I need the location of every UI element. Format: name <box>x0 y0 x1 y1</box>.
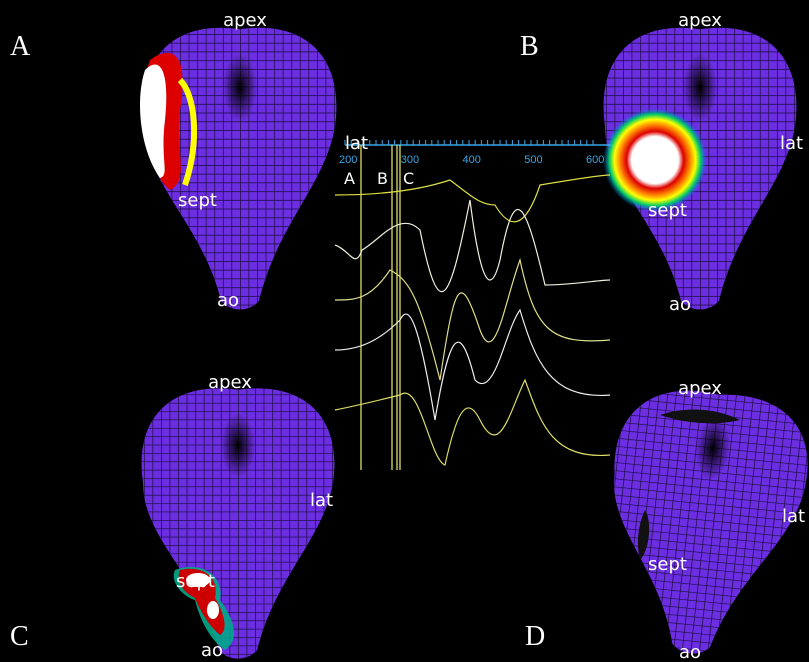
tick-label: 400 <box>463 154 481 166</box>
marker-label: B <box>377 169 388 188</box>
ao-label: ao <box>679 642 701 662</box>
sept-label: sept <box>648 200 687 221</box>
marker-label: A <box>344 169 355 188</box>
ao-label: ao <box>201 640 223 661</box>
lat-label: lat <box>345 133 368 154</box>
ao-label: ao <box>217 290 239 311</box>
lat-label: lat <box>782 506 805 527</box>
sept-label: sept <box>178 190 217 211</box>
apex-label: apex <box>223 10 267 31</box>
sept-label: sept <box>648 554 687 575</box>
tick-label: 500 <box>524 154 542 166</box>
figure: 200 300 400 500 600 A apex lat sept ao B ape… <box>0 0 809 662</box>
lat-label: lat <box>780 133 803 154</box>
lat-label: lat <box>310 490 333 511</box>
tick-label: 600 <box>586 154 604 166</box>
panel-letter: A <box>10 31 31 62</box>
tick-label: 200 <box>339 154 357 166</box>
panel-c <box>142 388 335 658</box>
panel-letter: D <box>525 621 545 652</box>
traces: 200 300 400 500 600 <box>335 140 612 470</box>
panel-letter: B <box>520 31 539 62</box>
panel-a <box>140 28 336 310</box>
marker-label: C <box>403 169 414 188</box>
sept-label: sept <box>176 571 215 592</box>
apex-label: apex <box>678 10 722 31</box>
panel-letter: C <box>10 621 29 652</box>
apex-label: apex <box>678 378 722 399</box>
panel-b <box>603 28 796 310</box>
apex-label: apex <box>208 372 252 393</box>
tick-label: 300 <box>401 154 419 166</box>
panel-d <box>594 384 809 662</box>
ao-label: ao <box>669 294 691 315</box>
